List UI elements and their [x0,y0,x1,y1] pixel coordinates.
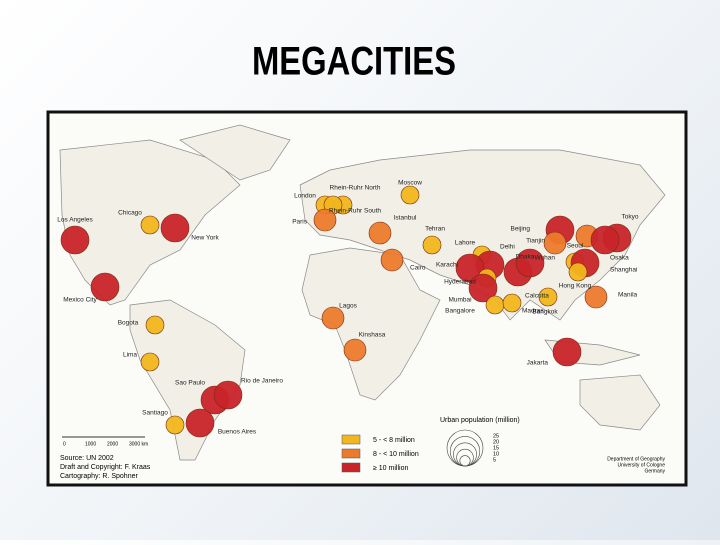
city-label: Buenos Aires [218,429,257,436]
source-line: Source: UN 2002 [60,455,114,462]
city-label: Madras [522,308,544,315]
legend-label: ≥ 10 million [373,465,408,472]
city-marker [60,225,90,255]
city-marker [468,273,498,303]
city-marker [422,235,442,255]
city-marker [590,225,620,255]
city-label: Paris [292,219,308,226]
city-label: Manila [618,292,638,299]
city-label: Rhein-Ruhr South [329,208,381,215]
city-marker [485,295,505,315]
city-label: London [294,193,316,200]
city-label: Jakarta [527,360,549,367]
legend: Urban population (million) 5 - < 8 millio… [60,417,665,480]
city-marker [90,272,120,302]
scale-label: 15 [493,445,499,451]
city-marker [321,306,345,330]
city-marker [538,287,558,307]
city-label: Dhaka [516,254,535,261]
city-label: Calcutta [525,293,549,300]
city-marker [368,221,392,245]
city-label: Mumbai [448,297,471,304]
city-label: New York [191,235,219,242]
city-label: Wuhan [535,255,556,262]
legend-label: 8 - < 10 million [373,451,419,458]
legend-swatch [341,448,361,459]
city-label: Mexico City [63,297,97,304]
city-label: Karachi [436,262,458,269]
city-marker [213,380,243,410]
city-marker [502,293,522,313]
source-line: Cartography: R. Spohner [60,473,138,480]
city-marker [160,213,190,243]
city-label: Los Angeles [57,217,93,224]
legend-label: 5 - < 8 million [373,437,415,444]
city-label: Moscow [398,180,422,187]
city-marker [165,415,185,435]
city-label: Osaka [610,255,629,262]
city-marker [140,352,160,372]
city-marker [400,185,420,205]
scale-label: 5 [493,457,496,463]
city-marker [568,262,588,282]
scale-bar-label: 1000 [85,441,96,447]
city-label: Beijing [510,226,530,233]
city-label: Hong Kong [559,283,592,290]
city-label: Chicago [118,210,142,217]
city-label: Seoul [567,243,584,250]
city-marker [455,253,485,283]
city-label: Sao Paulo [175,380,205,387]
city-label: Santiago [142,410,168,417]
city-marker [515,248,545,278]
city-label: Shanghai [610,267,637,274]
city-marker [380,248,404,272]
city-label: Rio de Janeiro [241,378,283,385]
slide-title: MEGACITIES [252,38,456,83]
city-label: Lagos [339,303,357,310]
source-line: Draft and Copyright: F. Kraas [60,464,151,471]
city-marker [343,338,367,362]
city-label: Bangalore [445,308,475,315]
city-label: Lima [123,352,137,359]
city-marker [552,337,582,367]
scale-circle [459,455,471,467]
city-label: Kinshasa [359,332,386,339]
city-marker [543,231,567,255]
scale-label: 10 [493,451,499,457]
scale-bar-label: 0 [63,441,66,447]
city-label: Rhein-Ruhr North [330,185,381,192]
city-marker [145,315,165,335]
credit-line: Department of Geography [607,456,665,462]
legend-title: Urban population (million) [440,417,520,424]
scale-label: 25 [493,433,499,439]
city-label: Delhi [500,244,515,251]
city-label: Bogota [118,320,139,327]
credit-line: Germany [644,468,665,474]
legend-swatch [341,434,361,445]
city-label: Cairo [410,265,426,272]
scale-label: 20 [493,439,499,445]
city-label: Istanbul [394,215,417,222]
city-marker [313,208,337,232]
legend-swatch [341,462,361,473]
city-label: Bangkok [532,309,558,316]
city-marker [584,285,608,309]
scale-bar-label: 3000 km [129,441,148,447]
city-label: Tianjin [526,238,545,245]
city-marker [140,215,160,235]
city-marker [185,408,215,438]
scale-bar-label: 2000 [107,441,118,447]
city-layer: Los Angeles Chicago New York Mexico City Bog… [57,180,639,438]
credit-line: University of Cologne [617,462,665,468]
city-label: Tokyo [622,214,639,221]
city-label: Tehran [425,226,445,233]
city-label: Lahore [455,240,476,247]
city-label: Hyderabad [444,279,476,286]
